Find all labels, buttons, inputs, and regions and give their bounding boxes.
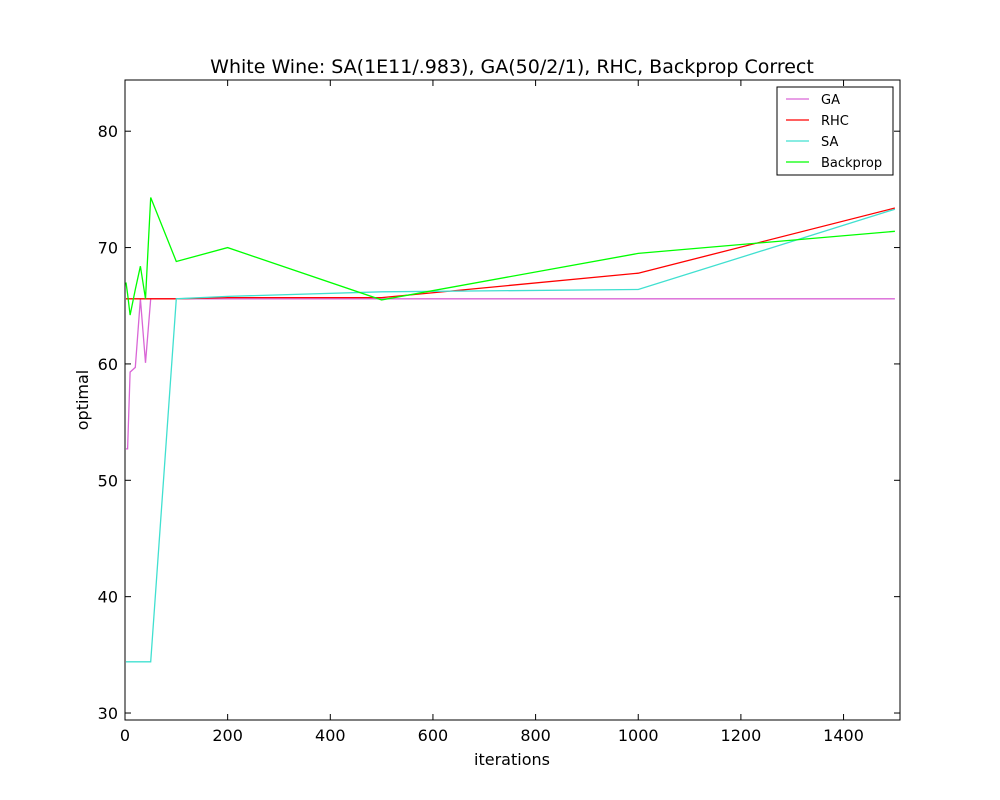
series-line-backprop [125, 197, 895, 316]
y-tick-label: 50 [98, 471, 118, 490]
y-tick-label: 30 [98, 704, 118, 723]
x-tick-label: 800 [520, 726, 551, 745]
legend-label-ga: GA [821, 93, 840, 108]
plot-area-frame [124, 79, 901, 721]
legend-label-rhc: RHC [821, 114, 849, 129]
x-tick-label: 400 [315, 726, 346, 745]
y-tick-label: 70 [98, 239, 118, 258]
x-axis-label: iterations [474, 750, 550, 769]
y-tick-label: 60 [98, 355, 118, 374]
x-tick-label: 0 [120, 726, 130, 745]
chart-title: White Wine: SA(1E11/.983), GA(50/2/1), R… [210, 56, 814, 78]
legend-label-sa: SA [821, 135, 838, 150]
x-tick-label: 200 [212, 726, 243, 745]
series-line-ga [126, 298, 895, 450]
x-tick-label: 1000 [618, 726, 659, 745]
x-tick-label: 1200 [721, 726, 762, 745]
y-tick-label: 80 [98, 122, 118, 141]
y-axis-label: optimal [73, 370, 92, 431]
legend: GA RHC SA Backprop [776, 86, 894, 176]
x-tick-label: 1400 [823, 726, 864, 745]
x-tick-label: 600 [418, 726, 449, 745]
series-line-rhc [126, 207, 896, 300]
axis-ticks: 0 200 400 600 800 1000 1200 1400 30 40 50 60 70 80 [98, 80, 900, 745]
series-line-sa [126, 208, 896, 663]
y-tick-label: 40 [98, 588, 118, 607]
series-layer [125, 197, 896, 663]
legend-label-backprop: Backprop [821, 156, 882, 171]
legend-box [776, 86, 894, 176]
